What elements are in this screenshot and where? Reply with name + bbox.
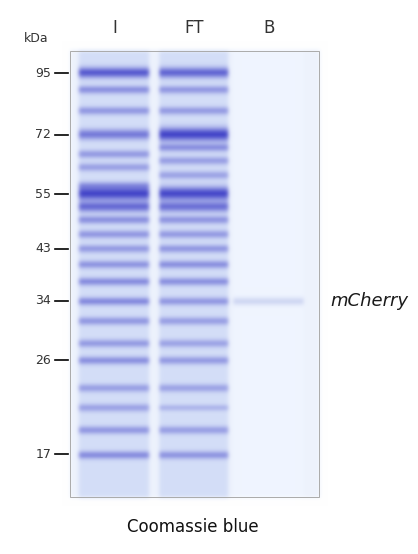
Text: FT: FT (185, 19, 204, 37)
Text: 34: 34 (36, 294, 51, 307)
Text: 55: 55 (35, 188, 51, 201)
Text: I: I (112, 19, 117, 37)
Text: 17: 17 (35, 448, 51, 461)
Text: 26: 26 (36, 354, 51, 367)
Text: 95: 95 (35, 66, 51, 80)
Text: kDa: kDa (24, 33, 49, 45)
Text: B: B (263, 19, 275, 37)
Text: 72: 72 (35, 128, 51, 141)
Text: 43: 43 (36, 242, 51, 255)
Text: mCherry: mCherry (330, 292, 408, 310)
Text: Coomassie blue: Coomassie blue (127, 518, 258, 536)
